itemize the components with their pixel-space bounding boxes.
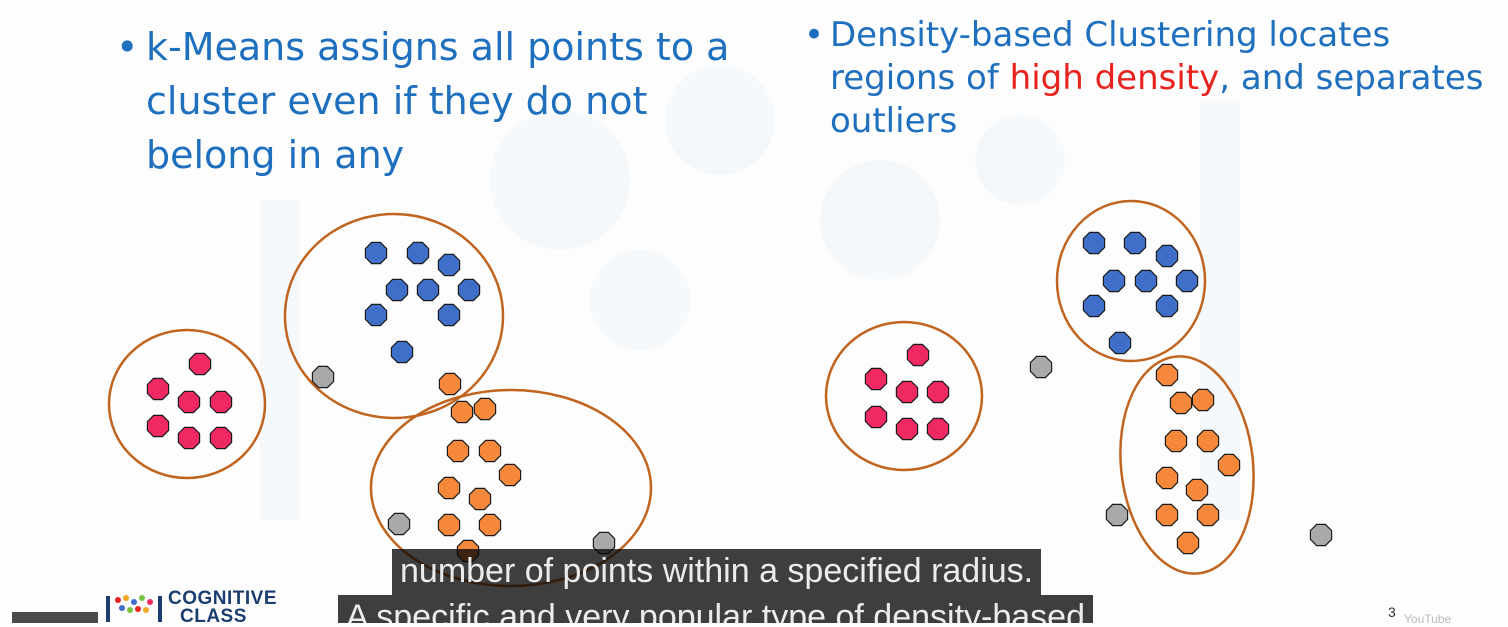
- density-bullet-text: Density-based Clustering locates regions…: [804, 14, 1484, 143]
- blue-data-point: [1175, 269, 1199, 293]
- blue-data-point: [1155, 244, 1179, 268]
- orange-data-point: [1191, 388, 1215, 412]
- orange-data-point: [438, 372, 462, 396]
- orange-data-point: [468, 487, 492, 511]
- cognitive-class-logo: COGNITIVE CLASS: [104, 588, 278, 627]
- pink-data-point: [146, 414, 170, 438]
- cognitive-class-logo-icon: [106, 595, 162, 622]
- kmeans-cluster-ring-pink: [107, 328, 267, 480]
- blue-data-point: [457, 278, 481, 302]
- orange-data-point: [478, 439, 502, 463]
- blue-data-point: [1155, 294, 1179, 318]
- pink-data-point: [177, 390, 201, 414]
- blue-data-point: [385, 278, 409, 302]
- blue-data-point: [1082, 231, 1106, 255]
- pink-data-point: [926, 417, 950, 441]
- gray-data-point: [1309, 523, 1333, 547]
- gray-data-point: [1105, 503, 1129, 527]
- orange-data-point: [1155, 503, 1179, 527]
- pink-data-point: [188, 352, 212, 376]
- page-number: 3: [1388, 604, 1396, 620]
- orange-data-point: [446, 439, 470, 463]
- orange-data-point: [1169, 391, 1193, 415]
- dbscan-cluster-ring-pink: [824, 320, 984, 472]
- dbscan-cluster-ring-blue: [1055, 199, 1207, 363]
- orange-data-point: [437, 513, 461, 537]
- high-density-highlight: high density: [1009, 58, 1220, 98]
- subtitle-line-2: A specific and very popular type of dens…: [338, 595, 1093, 623]
- orange-data-point: [1155, 466, 1179, 490]
- density-bullet: Density-based Clustering locates regions…: [804, 14, 1484, 143]
- dbscan-cluster-ring-orange: [1119, 355, 1255, 575]
- gray-data-point: [1029, 355, 1053, 379]
- logo-line-2: CLASS: [180, 606, 247, 627]
- subtitle-line-1: number of points within a specified radi…: [392, 549, 1042, 595]
- orange-data-point: [1217, 453, 1241, 477]
- pink-data-point: [895, 417, 919, 441]
- orange-data-point: [473, 397, 497, 421]
- orange-data-point: [437, 476, 461, 500]
- blue-data-point: [416, 278, 440, 302]
- blue-data-point: [1108, 331, 1132, 355]
- video-progress-bar[interactable]: [12, 612, 98, 623]
- gray-data-point: [311, 365, 335, 389]
- density-text-before: Density-based Clustering locates regions…: [830, 15, 1391, 98]
- blue-data-point: [1102, 269, 1126, 293]
- orange-data-point: [1155, 363, 1179, 387]
- kmeans-bullet-text: k-Means assigns all points to a cluster …: [116, 20, 756, 182]
- blue-data-point: [364, 241, 388, 265]
- orange-data-point: [1164, 429, 1188, 453]
- orange-data-point: [1185, 478, 1209, 502]
- kmeans-bullet: k-Means assigns all points to a cluster …: [116, 20, 756, 182]
- blue-data-point: [1123, 231, 1147, 255]
- blue-data-point: [1134, 269, 1158, 293]
- pink-data-point: [895, 380, 919, 404]
- cognitive-class-wordmark: COGNITIVE CLASS: [168, 588, 278, 627]
- orange-data-point: [1176, 531, 1200, 555]
- pink-data-point: [906, 343, 930, 367]
- youtube-watermark: YouTube: [1404, 612, 1452, 623]
- pink-data-point: [177, 426, 201, 450]
- gray-data-point: [387, 512, 411, 536]
- pink-data-point: [864, 367, 888, 391]
- density-text-after: , and separates outliers: [830, 58, 1484, 141]
- pink-data-point: [209, 390, 233, 414]
- orange-data-point: [498, 463, 522, 487]
- orange-data-point: [1196, 429, 1220, 453]
- orange-data-point: [450, 400, 474, 424]
- orange-data-point: [478, 513, 502, 537]
- orange-data-point: [1196, 503, 1220, 527]
- kmeans-cluster-ring-blue: [283, 212, 505, 420]
- pink-data-point: [926, 380, 950, 404]
- blue-data-point: [390, 340, 414, 364]
- blue-data-point: [437, 303, 461, 327]
- blue-data-point: [406, 241, 430, 265]
- blue-data-point: [364, 303, 388, 327]
- pink-data-point: [864, 405, 888, 429]
- pink-data-point: [209, 426, 233, 450]
- blue-data-point: [437, 253, 461, 277]
- logo-line-1: COGNITIVE: [168, 588, 278, 609]
- blue-data-point: [1082, 294, 1106, 318]
- pink-data-point: [146, 377, 170, 401]
